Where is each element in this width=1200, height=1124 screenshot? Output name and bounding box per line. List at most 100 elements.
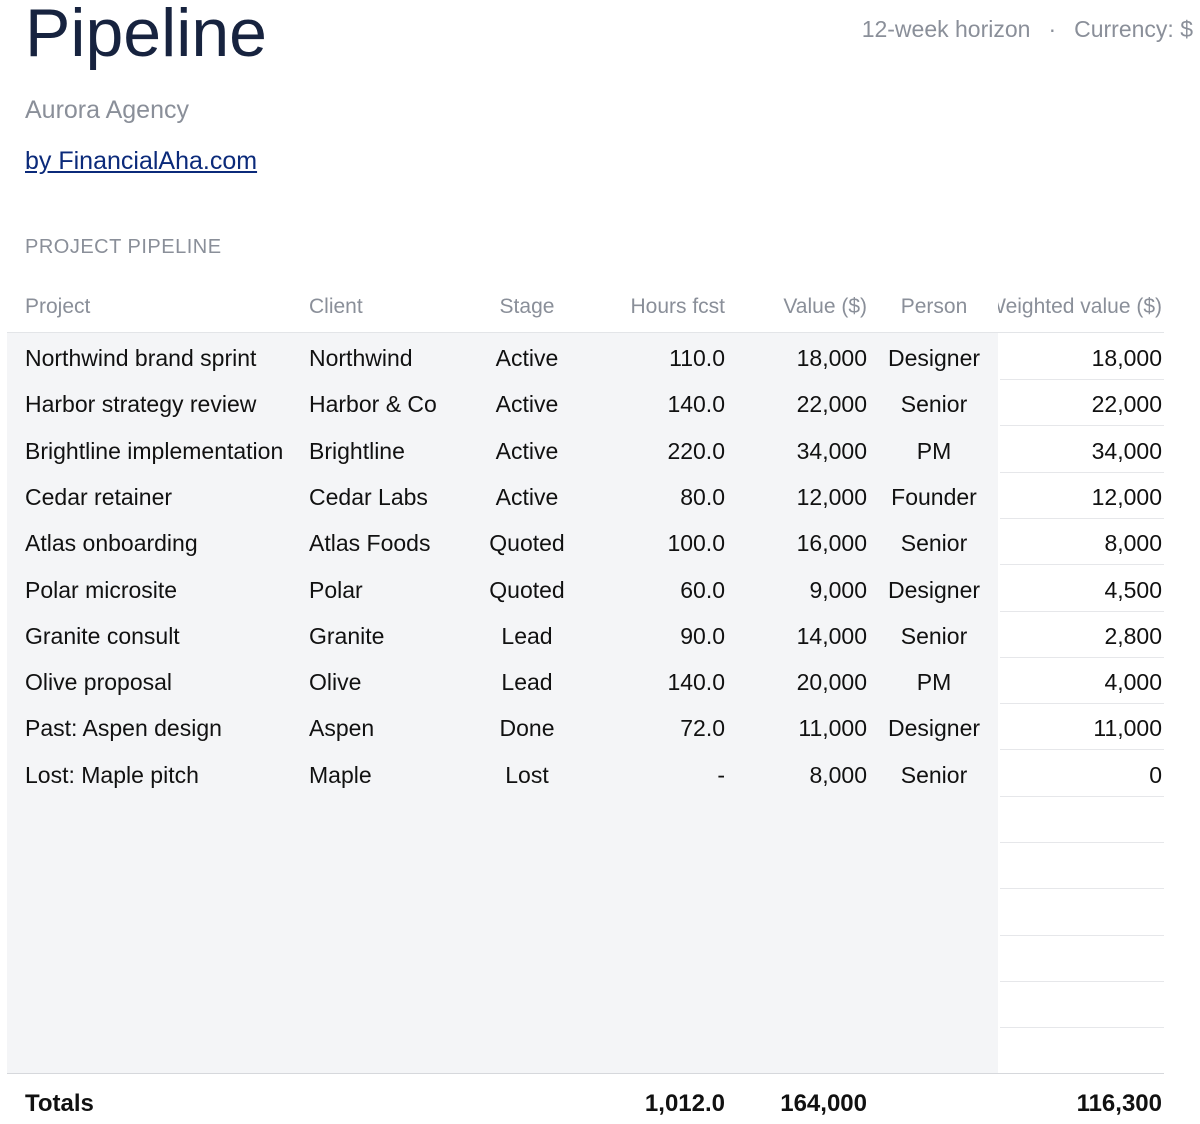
cell-hours: 110.0: [669, 345, 725, 371]
cell-divider: [1000, 888, 1164, 890]
cell-weighted-value: 11,000: [1093, 715, 1162, 742]
cell-weighted-value: 22,000: [1091, 391, 1162, 418]
cell-stage: Done: [499, 715, 555, 742]
cell-value: 22,000: [796, 391, 867, 418]
totals-label: Totals: [25, 1090, 94, 1117]
cell-divider: [1000, 703, 1164, 705]
cell-hours: 100.0: [667, 530, 725, 557]
cell-client: Brightline: [309, 437, 405, 464]
cell-client: Aspen: [309, 715, 375, 742]
cell-person: Designer: [887, 345, 981, 371]
column-header-person[interactable]: Person: [900, 295, 968, 318]
cell-value: 14,000: [796, 622, 867, 649]
cell-divider: [1000, 471, 1164, 473]
cell-client: Maple: [309, 761, 372, 788]
cell-person: PM: [916, 669, 952, 696]
cell-person: Senior: [900, 530, 968, 557]
cell-stage: Quoted: [489, 530, 565, 557]
cell-stage: Quoted: [489, 576, 565, 603]
cell-weighted-value: 34,000: [1091, 437, 1162, 464]
cell-divider: [1000, 749, 1164, 751]
cell-divider: [1000, 656, 1164, 658]
cell-value: 16,000: [796, 530, 867, 557]
cell-divider: [1000, 980, 1164, 982]
cell-stage: Active: [495, 345, 559, 371]
cell-client: Harbor & Co: [309, 391, 437, 418]
cell-weighted-value: 18,000: [1091, 345, 1162, 371]
cell-hours: 72.0: [680, 715, 725, 742]
cell-project: Lost: Maple pitch: [25, 761, 199, 788]
cell-value: 9,000: [809, 576, 867, 603]
agency-name: Aurora Agency: [25, 96, 189, 124]
cell-project: Atlas onboarding: [25, 530, 198, 557]
cell-stage: Lost: [505, 761, 549, 788]
totals-value: 164,000: [780, 1090, 867, 1117]
cell-hours: 220.0: [667, 437, 725, 464]
cell-stage: Lead: [501, 669, 553, 696]
cell-value: 18,000: [796, 345, 867, 371]
cell-weighted-value: 0: [1149, 761, 1162, 788]
column-header-weighted[interactable]: Weighted value ($): [998, 293, 1162, 323]
column-header-stage[interactable]: Stage: [499, 295, 555, 318]
cell-weighted-value: 4,500: [1104, 576, 1162, 603]
cell-hours: 60.0: [680, 576, 725, 603]
column-header-project[interactable]: Project: [25, 295, 91, 318]
cell-person: Senior: [900, 622, 968, 649]
cell-divider: [1000, 610, 1164, 612]
cell-person: Designer: [887, 576, 981, 603]
cell-person: Founder: [891, 483, 977, 510]
byline-link[interactable]: by FinancialAha.com: [25, 147, 258, 175]
cell-value: 12,000: [796, 483, 867, 510]
cell-person: Senior: [900, 761, 968, 788]
cell-client: Northwind: [309, 345, 413, 371]
cell-hours: 140.0: [667, 669, 725, 696]
cell-hours: 90.0: [680, 622, 725, 649]
cell-divider: [1000, 795, 1164, 797]
cell-divider: [1000, 517, 1164, 519]
report-meta: 12-week horizon · Currency: $: [862, 16, 1193, 43]
cell-stage: Active: [495, 437, 559, 464]
column-header-hours[interactable]: Hours fcst: [630, 295, 725, 318]
cell-value: 8,000: [809, 761, 867, 788]
horizon-label: 12-week horizon: [861, 16, 1031, 42]
cell-project: Polar microsite: [25, 576, 178, 603]
section-label: PROJECT PIPELINE: [25, 236, 222, 258]
currency-label: Currency: $: [1074, 16, 1193, 42]
cell-project: Cedar retainer: [25, 483, 173, 510]
cell-weighted-value: 4,000: [1104, 669, 1162, 696]
cell-divider: [1000, 842, 1164, 843]
cell-person: Designer: [887, 715, 981, 742]
column-header-client[interactable]: Client: [309, 295, 363, 318]
cell-client: Granite: [309, 622, 385, 649]
cell-project: Past: Aspen design: [25, 715, 222, 742]
cell-project: Olive proposal: [25, 669, 173, 696]
cell-hours: 140.0: [667, 391, 725, 418]
header-divider: [7, 332, 1164, 333]
cell-value: 20,000: [796, 669, 867, 696]
cell-divider: [1000, 564, 1164, 566]
cell-divider: [1000, 1027, 1164, 1029]
cell-project: Northwind brand sprint: [25, 345, 257, 371]
cell-value: 11,000: [798, 715, 867, 742]
cell-divider: [1000, 425, 1164, 427]
cell-project: Brightline implementation: [25, 437, 284, 464]
cell-project: Granite consult: [25, 622, 180, 649]
cell-project: Harbor strategy review: [25, 391, 257, 418]
cell-client: Cedar Labs: [309, 483, 428, 510]
cell-client: Polar: [309, 576, 363, 603]
column-header-value[interactable]: Value ($): [783, 295, 867, 318]
cell-divider: [1000, 934, 1164, 936]
meta-separator: ·: [1048, 16, 1057, 42]
cell-weighted-value: 12,000: [1091, 483, 1162, 510]
table-body-background: [7, 333, 998, 1073]
cell-stage: Lead: [501, 622, 553, 649]
cell-client: Olive: [309, 669, 362, 696]
cell-weighted-value: 2,800: [1104, 622, 1162, 649]
cell-weighted-value: 8,000: [1104, 530, 1162, 557]
cell-person: PM: [916, 437, 952, 464]
totals-hours: 1,012.0: [644, 1090, 725, 1117]
cell-hours: 80.0: [680, 483, 725, 510]
cell-value: 34,000: [796, 437, 867, 464]
cell-divider: [1000, 379, 1164, 380]
column-header-weighted-label: Weighted value ($): [998, 295, 1162, 318]
